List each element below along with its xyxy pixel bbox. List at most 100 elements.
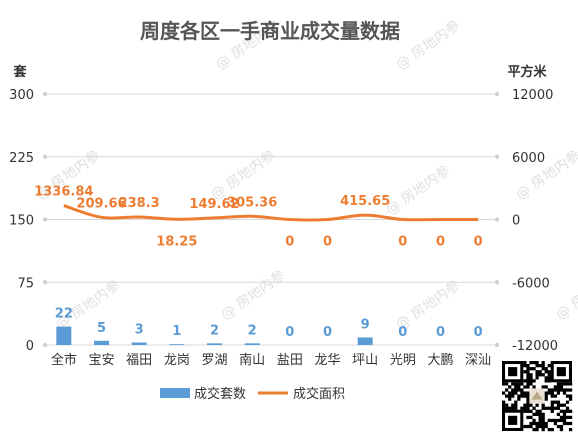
qr-module (523, 361, 527, 365)
qr-module (538, 364, 542, 368)
qr-module (535, 376, 539, 380)
area-line (63, 204, 479, 222)
right-tick-label: 12000 (512, 88, 553, 103)
line-data-label: 0 (474, 235, 483, 250)
qr-module (526, 391, 530, 395)
line-data-label: 209.66 (76, 196, 126, 211)
category-label: 盐田 (277, 353, 303, 368)
qr-module (553, 418, 557, 423)
qr-module (520, 391, 524, 395)
qr-module (550, 388, 554, 392)
left-tick-label: 0 (26, 339, 34, 354)
qr-module (526, 406, 530, 410)
qr-module (511, 382, 515, 386)
qr-module (514, 388, 518, 392)
qr-module (538, 418, 542, 423)
right-tick-label: -12000 (512, 339, 558, 354)
qr-module (532, 367, 536, 371)
qr-module (502, 382, 506, 386)
qr-module (511, 403, 515, 407)
qr-module (559, 385, 564, 389)
bar-data-label: 22 (55, 307, 73, 322)
category-label: 宝安 (88, 353, 114, 368)
qr-module (562, 412, 567, 416)
qr-module (514, 391, 518, 395)
qr-module (541, 367, 545, 371)
qr-module (565, 415, 570, 420)
qr-module (562, 421, 567, 426)
qr-module (547, 379, 551, 383)
qr-module (568, 421, 573, 426)
qr-module (541, 421, 545, 426)
qr-module (532, 361, 536, 365)
qr-module (541, 415, 545, 420)
qr-module (529, 376, 533, 380)
qr-module (559, 409, 564, 413)
qr-module (565, 421, 570, 426)
qr-module (538, 412, 542, 416)
qr-module (541, 385, 545, 389)
qr-module (556, 388, 561, 392)
qr-module (523, 391, 527, 395)
qr-module (556, 400, 561, 404)
qr-module (550, 418, 554, 423)
qr-module (541, 361, 545, 365)
qr-module (568, 427, 573, 432)
qr-module (535, 427, 539, 432)
left-axis-unit: 套 (12, 64, 27, 80)
qr-module (529, 379, 533, 383)
gridline-left-dot (42, 342, 48, 348)
chart-title: 周度各区一手商业成交量数据 (140, 19, 400, 43)
qr-module (556, 412, 561, 416)
legend-line-label: 成交面积 (293, 386, 345, 402)
qr-module (565, 394, 570, 398)
left-tick-label: 150 (9, 214, 34, 229)
qr-module (526, 409, 530, 413)
gridline-right-dot (494, 280, 500, 285)
qr-module (535, 409, 539, 413)
gridline-right-dot (494, 217, 500, 222)
qr-module (544, 397, 548, 401)
bar-data-label: 9 (361, 317, 370, 332)
qr-module (526, 370, 530, 374)
qr-module (565, 400, 570, 404)
qr-module (562, 403, 567, 407)
left-tick-label: 225 (9, 151, 34, 166)
qr-module (550, 394, 554, 398)
qr-module (556, 382, 561, 386)
qr-module (565, 382, 570, 386)
qr-module (544, 394, 548, 398)
watermark-layer: @ 房地内参 @ 房地内参@ 房地内参 @ 房地内参 @ 房地内参 @ 房地内参@ 房地… (33, 17, 578, 334)
qr-module (514, 406, 518, 410)
qr-module (511, 406, 515, 410)
qr-module (523, 406, 527, 410)
qr-module (508, 397, 512, 401)
qr-module (523, 379, 527, 383)
line-data-label: 0 (398, 235, 407, 250)
qr-module (547, 388, 551, 392)
qr-module (535, 364, 539, 368)
qr-module (544, 370, 548, 374)
qr-module (511, 391, 515, 395)
qr-module (559, 418, 564, 423)
qr-module (568, 388, 573, 392)
qr-module (517, 394, 521, 398)
gridline-right-dot (494, 154, 500, 159)
qr-module (562, 382, 567, 386)
qr-module (541, 406, 545, 410)
qr-module (520, 382, 524, 386)
line-data-label: 1336.84 (34, 185, 93, 200)
right-axis-unit: 平方米 (507, 64, 547, 80)
qr-module (553, 385, 557, 389)
gridline-right-dot (494, 342, 500, 348)
category-label: 罗湖 (201, 353, 227, 368)
qr-module (544, 367, 548, 371)
watermark-text: @ 房地内参 (53, 277, 124, 334)
qr-module (532, 385, 536, 389)
qr-module (532, 412, 536, 416)
gridline-left-dot (42, 280, 48, 285)
qr-module (526, 373, 530, 377)
qr-module (523, 403, 527, 407)
qr-module (547, 364, 551, 368)
